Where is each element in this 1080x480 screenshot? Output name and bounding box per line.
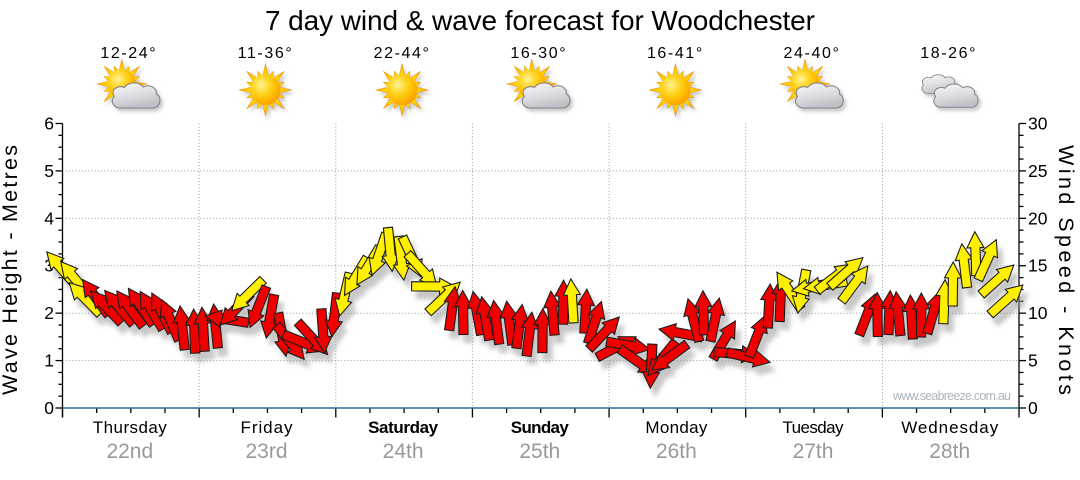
svg-text:15: 15 (1028, 256, 1047, 276)
svg-text:Tuesday: Tuesday (783, 418, 845, 437)
svg-text:24th: 24th (383, 440, 424, 463)
svg-text:Monday: Monday (645, 418, 708, 437)
svg-text:0: 0 (1028, 398, 1038, 418)
svg-text:25th: 25th (519, 440, 560, 463)
svg-text:3: 3 (44, 256, 54, 276)
svg-text:6: 6 (44, 114, 54, 134)
svg-text:23rd: 23rd (245, 440, 287, 463)
svg-text:11-36°: 11-36° (238, 45, 294, 62)
svg-text:24-40°: 24-40° (784, 45, 841, 62)
svg-text:Saturday: Saturday (368, 418, 439, 437)
svg-text:22nd: 22nd (106, 440, 153, 463)
svg-text:5: 5 (1028, 351, 1038, 371)
svg-text:7 day wind & wave forecast for: 7 day wind & wave forecast for Woodchest… (265, 5, 815, 36)
svg-text:25: 25 (1028, 161, 1047, 181)
svg-text:0: 0 (44, 398, 54, 418)
svg-text:Friday: Friday (241, 418, 294, 437)
svg-text:4: 4 (44, 208, 54, 228)
svg-text:12-24°: 12-24° (100, 45, 157, 62)
svg-text:1: 1 (44, 351, 54, 371)
svg-text:5: 5 (44, 161, 54, 181)
svg-text:Wave Height - Metres: Wave Height - Metres (0, 145, 22, 395)
svg-text:26th: 26th (656, 440, 697, 463)
svg-text:16-30°: 16-30° (510, 45, 567, 62)
svg-text:Wednesday: Wednesday (901, 418, 998, 437)
svg-text:16-41°: 16-41° (647, 45, 704, 62)
svg-text:Thursday: Thursday (93, 418, 168, 437)
svg-text:2: 2 (44, 303, 54, 323)
svg-text:28th: 28th (929, 440, 970, 463)
svg-text:18-26°: 18-26° (920, 45, 977, 62)
svg-text:Sunday: Sunday (511, 418, 570, 437)
svg-text:27th: 27th (793, 440, 834, 463)
svg-text:22-44°: 22-44° (374, 45, 431, 62)
svg-text:30: 30 (1028, 114, 1048, 134)
svg-text:20: 20 (1028, 208, 1048, 228)
svg-text:www.seabreeze.com.au: www.seabreeze.com.au (892, 389, 1011, 403)
svg-text:10: 10 (1028, 303, 1048, 323)
svg-text:Wind Speed - Knots: Wind Speed - Knots (1054, 145, 1078, 395)
